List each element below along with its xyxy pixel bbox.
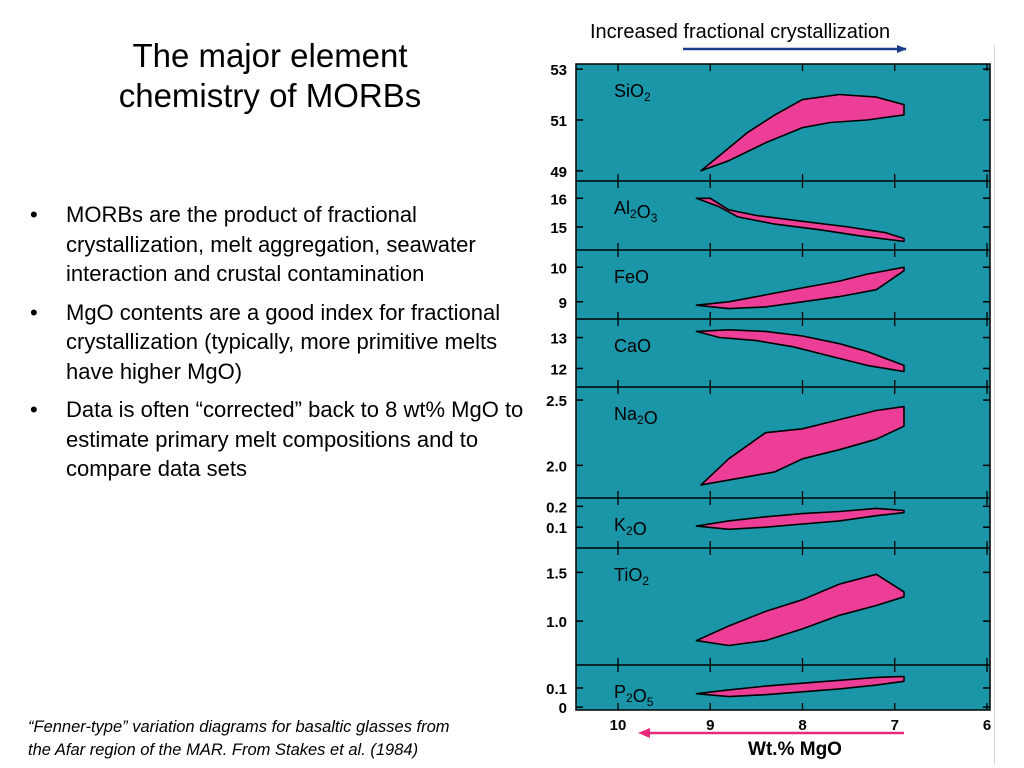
bullet-item: • Data is often “corrected” back to 8 wt… (22, 395, 527, 484)
panel: 0.1 0 P2O5 (546, 664, 990, 717)
oxide-label: P2O5 (614, 682, 654, 709)
compositional-field (695, 507, 905, 531)
fractional-crystallization-label: Increased fractional crystallization (590, 21, 891, 43)
panels-group: 53 51 49 SiO2 16 15 Al2O3 10 9 FeO 13 12 CaO 2.5 2.0 Na… (546, 62, 990, 717)
x-tick-label: 7 (891, 717, 899, 734)
bullet-text: MgO contents are a good index for fracti… (66, 299, 501, 384)
slide-title-line-1: The major element (132, 37, 408, 74)
bullet-symbol: • (30, 397, 38, 422)
y-tick-label: 53 (550, 62, 567, 79)
bullet-text: MORBs are the product of fractional crys… (66, 202, 476, 286)
bullet-symbol: • (30, 299, 38, 325)
x-axis-title: Wt.% MgO (748, 739, 842, 760)
bullet-symbol: • (30, 202, 38, 227)
oxide-label: FeO (614, 267, 649, 287)
y-tick-label: 1.5 (546, 565, 567, 582)
y-tick-label: 9 (559, 295, 567, 312)
y-tick-label: 51 (550, 113, 567, 130)
oxide-label: Al2O3 (614, 198, 658, 225)
bullet-item: • MgO contents are a good index for frac… (22, 298, 527, 387)
y-tick-label: 0 (559, 700, 567, 717)
compositional-field (695, 266, 905, 310)
caption-line-2: the Afar region of the MAR. From Stakes … (28, 741, 419, 759)
panel: 16 15 Al2O3 (550, 180, 990, 250)
compositional-field (695, 675, 905, 698)
y-tick-label: 2.0 (546, 458, 567, 475)
panel: 2.5 2.0 Na2O (546, 386, 990, 498)
panel: 0.2 0.1 K2O (546, 497, 990, 548)
y-tick-label: 0.1 (546, 520, 567, 537)
compositional-field (695, 329, 905, 373)
x-axis: 10 9 8 7 6 (610, 717, 992, 734)
x-tick-label: 6 (983, 717, 991, 734)
y-tick-label: 12 (550, 361, 567, 378)
oxide-label: TiO2 (614, 565, 649, 588)
figure-caption: “Fenner-type” variation diagrams for bas… (28, 716, 548, 762)
panel: 13 12 CaO (550, 318, 990, 387)
oxide-label: Na2O (614, 404, 658, 428)
y-tick-label: 16 (550, 191, 567, 208)
slide-title: The major element chemistry of MORBs (40, 36, 500, 116)
bullet-text: Data is often “corrected” back to 8 wt% … (66, 397, 524, 481)
oxide-label: K2O (614, 515, 647, 539)
oxide-label: SiO2 (614, 81, 651, 104)
y-tick-label: 15 (550, 220, 567, 237)
slide-edge-rule (994, 45, 995, 765)
panel: 1.5 1.0 TiO2 (546, 547, 990, 665)
bullet-item: • MORBs are the product of fractional cr… (22, 200, 527, 289)
x-tick-label: 10 (610, 717, 627, 734)
bullet-list: • MORBs are the product of fractional cr… (22, 200, 527, 493)
y-tick-label: 2.5 (546, 393, 567, 410)
y-tick-label: 0.2 (546, 499, 567, 516)
y-tick-label: 1.0 (546, 614, 567, 631)
caption-line-1: “Fenner-type” variation diagrams for bas… (28, 718, 450, 736)
slide-title-line-2: chemistry of MORBs (118, 77, 422, 114)
y-tick-label: 10 (550, 260, 567, 277)
x-tick-label: 9 (706, 717, 714, 734)
oxide-label: CaO (614, 336, 651, 356)
compositional-field (695, 573, 905, 647)
y-tick-label: 49 (550, 164, 567, 181)
y-tick-label: 0.1 (546, 681, 567, 698)
x-tick-label: 8 (798, 717, 806, 734)
panel: 53 51 49 SiO2 (550, 62, 990, 181)
y-tick-label: 13 (550, 331, 567, 348)
compositional-field (700, 93, 905, 172)
compositional-field (700, 405, 905, 486)
compositional-field (695, 197, 905, 243)
panel: 10 9 FeO (550, 249, 990, 319)
